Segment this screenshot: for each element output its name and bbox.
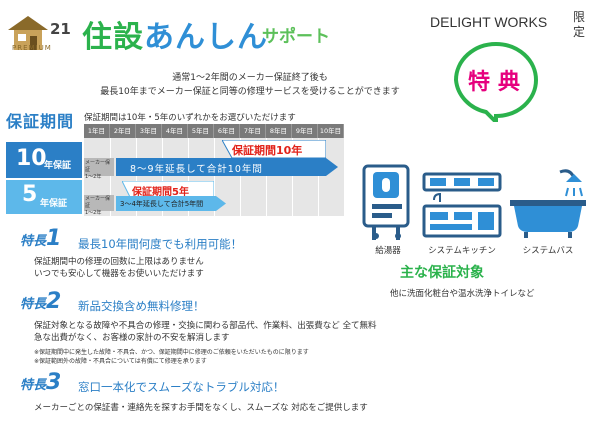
- plan-10-banner-shape: [222, 140, 326, 158]
- target-label-kitchen: システムキッチン: [428, 246, 496, 256]
- page-subtitle: サポート: [262, 27, 330, 47]
- grid-line: [162, 138, 163, 216]
- targets-note: 他に洗面化粧台や温水洗浄トイレなど: [390, 289, 535, 299]
- feature-label-text: 特長: [20, 378, 47, 393]
- manufacturer-years: 1～2年: [85, 210, 102, 216]
- year-cell: 5年目: [188, 124, 214, 138]
- grid-line: [136, 138, 137, 216]
- plan-5-manufacturer: メーカー保証 1～2年: [84, 195, 114, 216]
- bonus-label: 特典: [467, 70, 528, 95]
- water-heater-icon: [362, 164, 410, 240]
- plan-10-manufacturer: メーカー保証 1～2年: [84, 158, 114, 180]
- feature-2-label: 特長2: [20, 289, 61, 314]
- feature-1-title: 最長10年間何度でも利用可能！: [78, 237, 243, 251]
- title-part2: あんしん: [144, 20, 268, 55]
- title-part1: 住設: [82, 20, 144, 55]
- feature-2-title: 新品交換含め無料修理！: [78, 299, 205, 313]
- feature-number: 2: [46, 289, 62, 314]
- year-cell: 1年目: [84, 124, 110, 138]
- feature-3-label: 特長3: [20, 370, 61, 395]
- plan-10-extension-text: 8～9年延長して合計10年間: [130, 164, 263, 175]
- speech-bubble-icon: [453, 42, 538, 122]
- manufacturer-years: 1～2年: [85, 174, 102, 180]
- grid-line: [110, 138, 111, 216]
- grid-line: [292, 138, 293, 216]
- plan-10-number: 10: [16, 146, 47, 171]
- feature-1-label: 特長1: [20, 226, 61, 251]
- feature-1-body-2: いつでも安心して機器をお使いいただけます: [34, 269, 204, 279]
- year-cell: 8年目: [266, 124, 292, 138]
- plan-5-extension-bar: [116, 196, 216, 211]
- year-cell: 10年目: [318, 124, 344, 138]
- bathtub-icon: [510, 169, 586, 238]
- intro-line-2: 最長10年までメーカー保証と同等の修理サービスを受けることができます: [100, 87, 400, 97]
- feature-label-text: 特長: [20, 234, 47, 249]
- plan-5-year-block: [6, 180, 82, 214]
- company-name: DELIGHT WORKS: [430, 14, 548, 30]
- plan-10-extension-bar: [116, 158, 326, 176]
- manufacturer-text: メーカー保証: [85, 196, 111, 209]
- year-cell: 7年目: [240, 124, 266, 138]
- feature-3-title: 窓口一本化でスムーズなトラブル対応！: [78, 380, 285, 394]
- intro-line-1: 通常1～2年間のメーカー保証終了後も: [172, 73, 328, 83]
- manufacturer-text: メーカー保証: [85, 160, 111, 173]
- logo-premium: PREMIUM: [12, 44, 52, 52]
- guarantee-note: 保証期間は10年・5年のいずれかをお選びいただけます: [84, 113, 296, 123]
- feature-2-note-1: ※保証期間中に発生した故障・不具合、かつ、保証期間中に修理のご依頼をいただいたも…: [34, 349, 309, 356]
- grid-line: [214, 138, 215, 216]
- plan-5-banner: 保証期間5年: [132, 187, 189, 198]
- plan-5-arrow-icon: [216, 196, 226, 211]
- feature-3-body-1: メーカーごとの保証書・連絡先を探すお手間をなくし、スムーズな 対応をご提供します: [34, 403, 368, 413]
- grid-line: [318, 138, 319, 216]
- plan-10-suffix: 年保証: [44, 161, 72, 171]
- year-cell: 3年目: [136, 124, 162, 138]
- kitchen-icon: [422, 172, 502, 238]
- feature-2-body-1: 保証対象となる故障や不具合の修理・交換に関わる部品代、作業料、出張費など 全て無…: [34, 321, 377, 331]
- feature-2-note-2: ※保証範囲外の故障・不具合については有償にて修理を承ります: [34, 358, 207, 365]
- grid-line: [240, 138, 241, 216]
- plan-5-suffix: 年保証: [40, 199, 68, 209]
- target-label-water-heater: 給湯器: [375, 246, 401, 256]
- feature-number: 1: [46, 226, 62, 251]
- plan-5-number: 5: [22, 182, 38, 207]
- year-cell: 4年目: [162, 124, 188, 138]
- plan-10-arrow-icon: [326, 158, 338, 176]
- logo-number: 21: [50, 20, 71, 38]
- target-label-bath: システムバス: [522, 246, 574, 256]
- plan-5-extension-text: 3～4年延長して合計5年間: [120, 200, 204, 208]
- limited-label: 限定: [573, 10, 586, 39]
- feature-number: 3: [46, 370, 62, 395]
- targets-title: 主な保証対象: [400, 265, 484, 281]
- plan-10-year-block: [6, 142, 82, 178]
- year-cell: 6年目: [214, 124, 240, 138]
- plan-10-banner: 保証期間10年: [232, 144, 303, 157]
- house-logo-icon: [8, 16, 48, 50]
- page-title: 住設あんしん: [82, 12, 268, 56]
- year-cell: 2年目: [110, 124, 136, 138]
- feature-2-body-2: 急な出費がなく、お客様の家計の不安を解消します: [34, 333, 230, 343]
- year-cell: 9年目: [292, 124, 318, 138]
- year-header-band: [84, 124, 344, 138]
- grid-line: [188, 138, 189, 216]
- grid-line: [266, 138, 267, 216]
- feature-label-text: 特長: [20, 297, 47, 312]
- feature-1-body-1: 保証期間中の修理の回数に上限はありません: [34, 257, 204, 267]
- guarantee-section-label: 保証期間: [6, 112, 75, 131]
- plan-5-banner-shape: [122, 181, 214, 197]
